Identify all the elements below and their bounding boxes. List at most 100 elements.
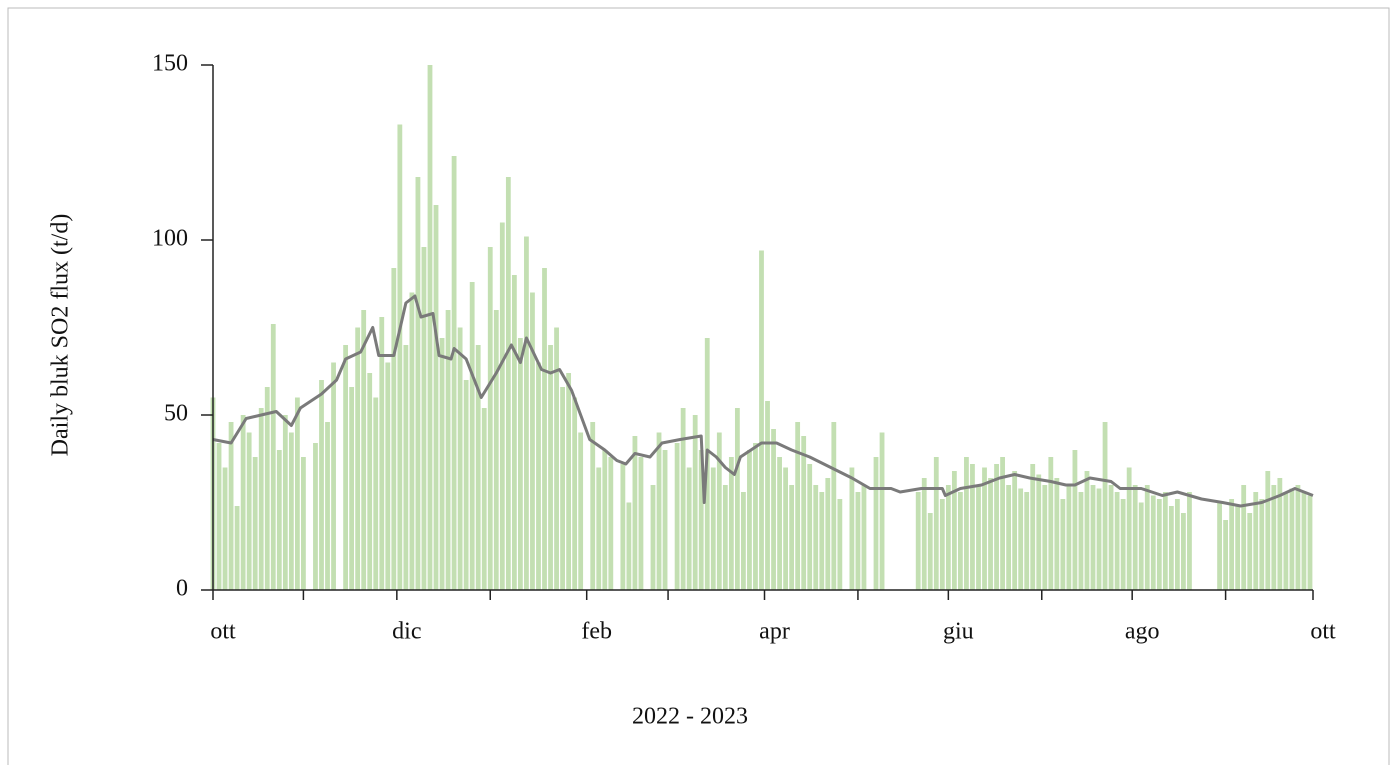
bar <box>1259 499 1265 590</box>
y-tick-label: 50 <box>164 401 188 427</box>
bar <box>475 345 481 590</box>
bar <box>789 485 795 590</box>
bar <box>439 338 445 590</box>
bar <box>590 422 596 590</box>
bar <box>734 408 740 590</box>
bar <box>674 443 680 590</box>
bar <box>1060 499 1066 590</box>
bar <box>457 327 463 590</box>
bar <box>638 457 644 590</box>
bar <box>1162 492 1168 590</box>
bar <box>421 247 427 590</box>
frame <box>7 7 1390 769</box>
bar <box>873 457 879 590</box>
bar <box>1036 474 1042 590</box>
bar <box>1006 485 1012 590</box>
bar <box>319 380 324 590</box>
bar <box>945 485 951 590</box>
bar <box>373 397 379 590</box>
bar <box>626 502 632 590</box>
x-tick-label: giu <box>943 619 974 645</box>
x-tick-label: feb <box>581 619 612 645</box>
bar <box>964 457 969 590</box>
bar <box>385 362 391 590</box>
bar <box>831 422 837 590</box>
bar <box>481 408 487 590</box>
bar <box>301 457 306 590</box>
bar <box>1265 471 1271 590</box>
bar <box>632 436 638 590</box>
bar <box>1187 492 1192 590</box>
bar <box>861 485 867 590</box>
bar <box>1066 485 1072 590</box>
bar <box>1108 485 1114 590</box>
bar <box>349 387 355 590</box>
average-line <box>212 294 1314 508</box>
bar <box>517 338 523 590</box>
bar <box>1054 478 1060 590</box>
bar <box>572 397 578 590</box>
bar <box>933 457 939 590</box>
bar <box>1241 485 1247 590</box>
bar <box>855 492 861 590</box>
bar <box>361 310 367 590</box>
bar <box>511 275 517 590</box>
bar <box>765 401 770 590</box>
bar <box>288 432 294 590</box>
bar <box>795 422 801 590</box>
bar <box>1126 467 1132 590</box>
bar <box>270 324 276 590</box>
bar <box>240 415 246 590</box>
bar <box>391 268 397 590</box>
bar <box>680 408 686 590</box>
bar <box>771 429 776 590</box>
x-tick-label: ago <box>1125 619 1160 645</box>
bar <box>1235 506 1241 590</box>
x-axis-label: 2022 - 2023 <box>632 704 748 730</box>
bar <box>397 124 403 590</box>
bar <box>988 478 993 590</box>
bar <box>1156 499 1162 590</box>
bar <box>759 250 764 590</box>
bar <box>433 205 439 590</box>
bar <box>1247 513 1253 590</box>
bar <box>741 492 746 590</box>
bar <box>807 464 813 590</box>
bar <box>1120 499 1126 590</box>
bar <box>463 380 469 590</box>
bar <box>451 156 457 590</box>
bar <box>379 317 385 590</box>
bar <box>716 432 722 590</box>
bar <box>1223 520 1229 590</box>
bar <box>801 436 807 590</box>
bar <box>427 65 433 590</box>
bar <box>554 327 559 590</box>
bar <box>970 464 975 590</box>
bar <box>879 432 885 590</box>
bar <box>819 492 825 590</box>
bar <box>1174 499 1180 590</box>
bar <box>1018 488 1024 590</box>
bar <box>1253 492 1259 590</box>
bar <box>939 499 945 590</box>
bar <box>777 457 782 590</box>
bar <box>608 457 614 590</box>
bar <box>282 415 288 590</box>
bar <box>1181 513 1186 590</box>
bar <box>355 327 361 590</box>
bar <box>753 443 758 590</box>
bar <box>596 467 602 590</box>
bar <box>331 362 336 590</box>
bar <box>445 310 451 590</box>
bar <box>276 450 282 590</box>
bar <box>656 432 662 590</box>
bar <box>747 450 752 590</box>
bar <box>505 177 511 590</box>
bar <box>1217 502 1222 590</box>
x-tick-label: ott <box>210 619 236 645</box>
bar <box>1090 485 1096 590</box>
bar <box>246 432 252 590</box>
bar <box>710 467 716 590</box>
bar <box>1102 422 1108 590</box>
bar <box>343 345 349 590</box>
